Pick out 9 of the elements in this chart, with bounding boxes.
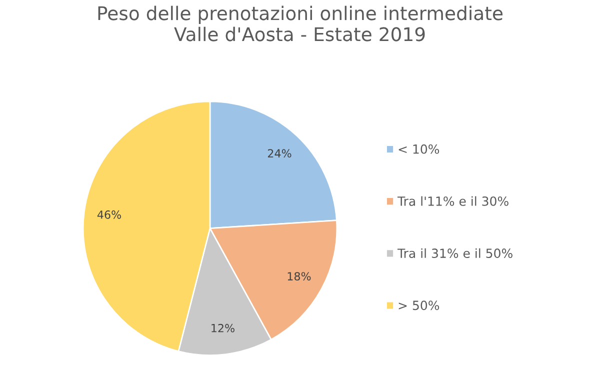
legend-label: > 50% bbox=[398, 300, 440, 310]
data-label: 24% bbox=[268, 149, 292, 158]
legend-label: < 10% bbox=[398, 144, 440, 154]
data-label: 18% bbox=[288, 272, 311, 280]
data-label: 46% bbox=[97, 210, 121, 219]
chart-title: Peso delle prenotazioni online intermediate Valle d'Aosta - Estate 2019 bbox=[98, 6, 503, 42]
legend-label: Tra l'11% e il 30% bbox=[397, 196, 508, 206]
legend-label: Tra il 31% e il 50% bbox=[397, 248, 512, 258]
data-label: 12% bbox=[212, 324, 234, 332]
